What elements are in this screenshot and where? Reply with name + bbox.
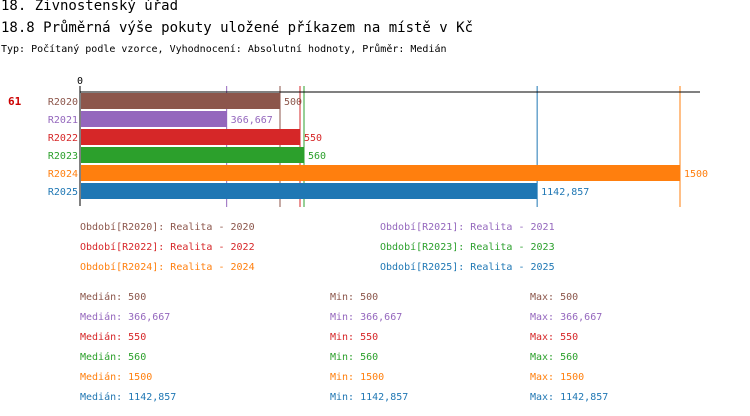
bar-r2023 xyxy=(81,147,304,163)
stat-min: Min: 1500 xyxy=(330,372,385,383)
legend-item: Období[R2022]: Realita - 2022 xyxy=(80,242,255,253)
category-label-r2025: R2025 xyxy=(48,187,78,198)
stat-median: Medián: 560 xyxy=(80,352,147,363)
bar-r2024 xyxy=(81,165,680,181)
stat-max: Max: 366,667 xyxy=(530,312,603,323)
bar-chart: 0 61 R2020 500 R2021 366,667 R2022 550 R2023 560 R… xyxy=(8,76,708,207)
stat-max: Max: 550 xyxy=(530,332,579,343)
bar-r2021 xyxy=(81,111,227,127)
legend-item: Období[R2023]: Realita - 2023 xyxy=(380,242,555,253)
bar-r2022 xyxy=(81,129,300,145)
stat-max: Max: 560 xyxy=(530,352,579,363)
stat-max: Max: 1500 xyxy=(530,372,585,383)
stat-min: Min: 366,667 xyxy=(330,312,403,323)
value-label-r2022: 550 xyxy=(304,133,322,144)
stat-median: Medián: 1142,857 xyxy=(80,392,177,403)
stat-min: Min: 1142,857 xyxy=(330,392,409,403)
legend-item: Období[R2021]: Realita - 2021 xyxy=(380,222,555,233)
value-label-r2024: 1500 xyxy=(684,169,708,180)
stat-median: Medián: 366,667 xyxy=(80,312,171,323)
category-label-r2022: R2022 xyxy=(48,133,78,144)
category-label-r2020: R2020 xyxy=(48,97,78,108)
stat-median: Medián: 500 xyxy=(80,292,147,303)
value-label-r2021: 366,667 xyxy=(231,115,273,126)
stat-max: Max: 1142,857 xyxy=(530,392,609,403)
stat-min: Min: 560 xyxy=(330,352,379,363)
legend-item: Období[R2020]: Realita - 2020 xyxy=(80,222,255,233)
stat-max: Max: 500 xyxy=(530,292,579,303)
category-label-r2023: R2023 xyxy=(48,151,78,162)
value-label-r2020: 500 xyxy=(284,97,302,108)
stat-min: Min: 500 xyxy=(330,292,379,303)
row-number: 61 xyxy=(8,95,22,108)
bar-r2020 xyxy=(81,93,280,109)
stat-min: Min: 550 xyxy=(330,332,379,343)
bar-r2025 xyxy=(81,183,538,199)
chart-title: 18.8 Průměrná výše pokuty uložené příkaz… xyxy=(1,20,474,36)
legend-item: Období[R2025]: Realita - 2025 xyxy=(380,262,555,273)
stat-median: Medián: 1500 xyxy=(80,372,153,383)
axis-zero-label: 0 xyxy=(77,76,83,87)
value-label-r2023: 560 xyxy=(308,151,326,162)
stat-median: Medián: 550 xyxy=(80,332,147,343)
legend-item: Období[R2024]: Realita - 2024 xyxy=(80,262,255,273)
category-label-r2024: R2024 xyxy=(48,169,78,180)
chart-meta: Typ: Počítaný podle vzorce, Vyhodnocení:… xyxy=(1,44,447,55)
category-label-r2021: R2021 xyxy=(48,115,78,126)
page-title: 18. Živnostenský úřad xyxy=(1,0,179,14)
value-label-r2025: 1142,857 xyxy=(541,187,589,198)
